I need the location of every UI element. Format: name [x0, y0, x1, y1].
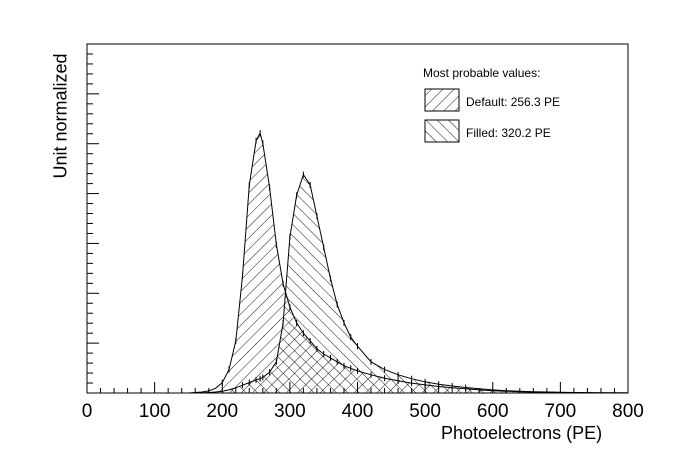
series-layer: [87, 130, 629, 394]
legend-title: Most probable values:: [423, 66, 541, 80]
axis-ticks: 0 100 200 300 400 500 600 700 800: [82, 43, 644, 422]
x-tick-label: 300: [274, 401, 306, 422]
x-tick-label: 200: [206, 401, 238, 422]
series-area-1: [87, 173, 629, 394]
x-tick-label: 600: [477, 401, 509, 422]
x-tick-label: 800: [612, 401, 644, 422]
x-tick-label: 400: [342, 401, 374, 422]
legend: [424, 88, 460, 143]
y-axis-label: Unit normalized: [50, 53, 71, 179]
legend-swatch-default: [424, 88, 460, 112]
x-tick-label: 500: [409, 401, 441, 422]
legend-label-filled: Filled: 320.2 PE: [466, 126, 551, 140]
x-tick-label: 700: [545, 401, 577, 422]
x-tick-label: 100: [139, 401, 171, 422]
x-tick-label: 0: [82, 401, 93, 422]
legend-swatch-filled: [424, 119, 460, 143]
x-axis-label: Photoelectrons (PE): [441, 423, 603, 443]
legend-label-default: Default: 256.3 PE: [466, 95, 561, 109]
